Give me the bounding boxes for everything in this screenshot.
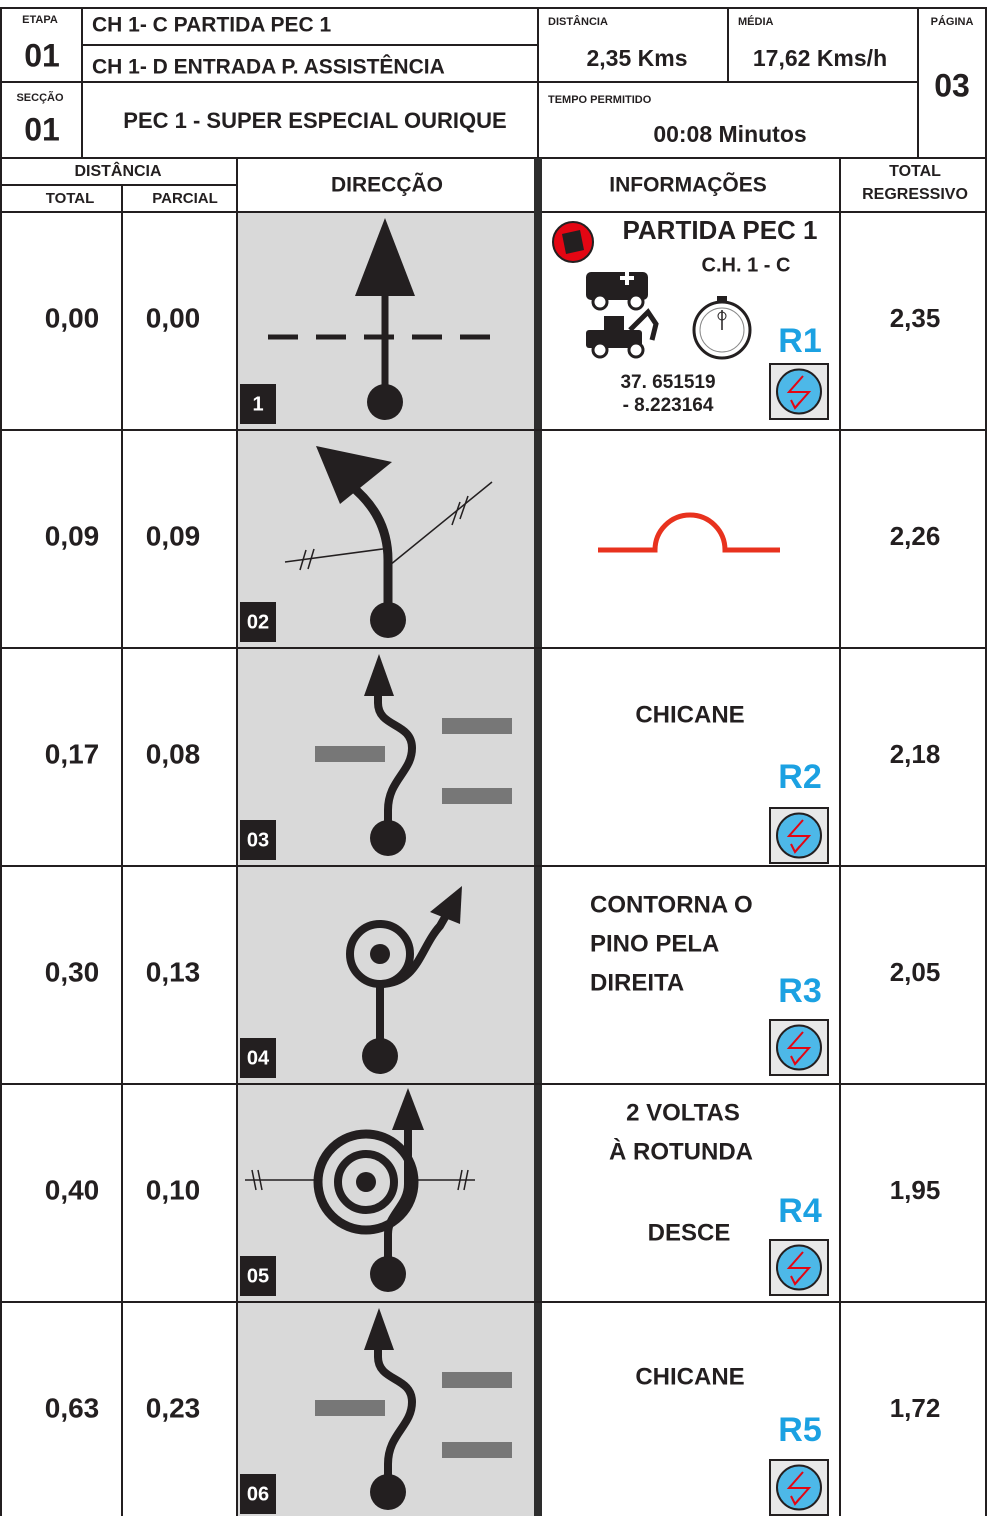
label: 03 bbox=[247, 829, 269, 851]
label: 1 bbox=[252, 393, 263, 415]
label: PEC 1 - SUPER ESPECIAL OURIQUE bbox=[123, 108, 506, 133]
label: 0,13 bbox=[146, 956, 201, 987]
label: REGRESSIVO bbox=[862, 186, 968, 203]
icon-shape bbox=[442, 788, 512, 804]
label: 0,00 bbox=[146, 302, 201, 333]
label: 2 VOLTAS bbox=[626, 1099, 740, 1126]
label: 2,26 bbox=[890, 521, 941, 551]
label: 2,35 bbox=[890, 303, 941, 333]
icon-shape bbox=[367, 384, 403, 420]
label: 0,40 bbox=[45, 1174, 100, 1205]
label: 02 bbox=[247, 611, 269, 633]
icon-shape bbox=[629, 295, 643, 309]
label: 05 bbox=[247, 1265, 269, 1287]
label: R1 bbox=[778, 322, 821, 360]
label: CH 1- C PARTIDA PEC 1 bbox=[92, 14, 332, 37]
label: 01 bbox=[24, 111, 60, 147]
label: R3 bbox=[778, 972, 821, 1010]
label: DESCE bbox=[648, 1219, 731, 1246]
label: 03 bbox=[934, 67, 970, 103]
label: 2,35 Kms bbox=[586, 45, 687, 71]
icon-shape bbox=[356, 1172, 376, 1192]
label: 17,62 Kms/h bbox=[753, 45, 887, 71]
label: 0,09 bbox=[146, 520, 201, 551]
label: 1,95 bbox=[890, 1175, 941, 1205]
label: R5 bbox=[778, 1411, 821, 1449]
icon-shape bbox=[625, 271, 629, 285]
label: DISTÂNCIA bbox=[74, 161, 162, 180]
label: PARTIDA PEC 1 bbox=[622, 215, 817, 245]
label: TOTAL bbox=[889, 163, 941, 180]
icon-shape bbox=[442, 1442, 512, 1458]
icon-shape bbox=[562, 230, 584, 254]
icon-shape bbox=[442, 718, 512, 734]
icon-shape bbox=[370, 1256, 406, 1292]
label: TOTAL bbox=[46, 190, 95, 207]
label: CH 1- D ENTRADA P. ASSISTÊNCIA bbox=[92, 55, 445, 79]
label: 0,08 bbox=[146, 738, 201, 769]
label: 2,05 bbox=[890, 957, 941, 987]
label: 0,63 bbox=[45, 1392, 100, 1423]
label: - 8.223164 bbox=[623, 395, 714, 416]
label: 2,18 bbox=[890, 739, 941, 769]
icon-shape bbox=[370, 820, 406, 856]
label: PARCIAL bbox=[152, 190, 218, 207]
label: R2 bbox=[778, 758, 821, 796]
label: 0,17 bbox=[45, 738, 100, 769]
icon-shape bbox=[442, 1372, 512, 1388]
label: TEMPO PERMITIDO bbox=[548, 94, 652, 106]
label: 0,09 bbox=[45, 520, 100, 551]
label: DIRECÇÃO bbox=[331, 174, 443, 197]
label: 0,00 bbox=[45, 302, 100, 333]
label: 1,72 bbox=[890, 1393, 941, 1423]
icon-shape bbox=[315, 746, 385, 762]
label: 01 bbox=[24, 37, 60, 73]
icon-shape bbox=[598, 515, 780, 550]
icon-shape bbox=[315, 1400, 385, 1416]
label: 00:08 Minutos bbox=[653, 121, 806, 147]
icon-shape bbox=[629, 343, 643, 357]
icon-shape bbox=[717, 296, 727, 302]
label: 04 bbox=[247, 1047, 270, 1069]
label: CHICANE bbox=[635, 701, 744, 728]
label: CONTORNA O bbox=[590, 891, 753, 918]
label: R4 bbox=[778, 1192, 822, 1230]
icon-shape bbox=[604, 316, 624, 332]
roadbook-page: ETAPA 01 SECÇÃO 01 CH 1- C PARTIDA PEC 1 CH 1… bbox=[0, 0, 987, 1516]
label: DISTÂNCIA bbox=[548, 15, 608, 28]
icon-shape bbox=[593, 343, 607, 357]
label: SECÇÃO bbox=[16, 91, 64, 104]
icon-shape bbox=[370, 944, 390, 964]
label: C.H. 1 - C bbox=[702, 254, 791, 276]
label: 0,10 bbox=[146, 1174, 201, 1205]
label: PÁGINA bbox=[931, 15, 974, 28]
icon-shape bbox=[593, 295, 607, 309]
icon-shape bbox=[370, 602, 406, 638]
label: 06 bbox=[247, 1483, 269, 1505]
label: 0,23 bbox=[146, 1392, 201, 1423]
label: PINO PELA bbox=[590, 930, 719, 957]
label: ETAPA bbox=[22, 14, 58, 26]
label: MÉDIA bbox=[738, 15, 774, 28]
icon-shape bbox=[370, 1474, 406, 1510]
icon-shape bbox=[362, 1038, 398, 1074]
label: INFORMAÇÕES bbox=[609, 173, 767, 197]
divider bbox=[534, 158, 542, 1516]
label: 0,30 bbox=[45, 956, 100, 987]
label: 37. 651519 bbox=[620, 372, 715, 393]
label: DIREITA bbox=[590, 969, 684, 996]
label: CHICANE bbox=[635, 1363, 744, 1390]
label: À ROTUNDA bbox=[609, 1137, 753, 1165]
